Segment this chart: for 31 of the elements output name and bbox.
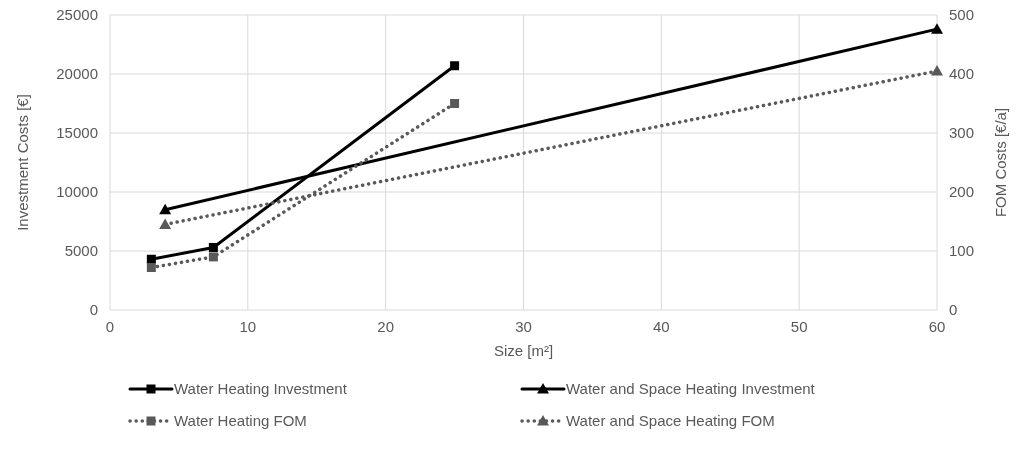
y2-tick-label: 300: [949, 124, 975, 141]
x-tick-label: 60: [928, 318, 946, 335]
x-tick-label: 20: [377, 318, 395, 335]
x-tick-label: 0: [105, 318, 115, 335]
x-tick-label: 50: [790, 318, 808, 335]
point: [146, 263, 156, 273]
y2-tick-label: 400: [949, 65, 975, 82]
y-tick-label: 10000: [56, 183, 98, 200]
x-tick-label: 10: [239, 318, 257, 335]
y2-axis-title: FOM Costs [€/a]: [992, 107, 1009, 218]
legend-label: Water Heating FOM: [174, 412, 307, 429]
y-axis-title: Investment Costs [€]: [14, 94, 31, 231]
y-tick-label: 15000: [56, 124, 98, 141]
y-tick-label: 0: [89, 301, 98, 318]
x-tick-label: 40: [652, 318, 670, 335]
y-tick-label: 20000: [56, 65, 98, 82]
y-tick-label: 5000: [64, 242, 98, 259]
y2-tick-label: 0: [949, 301, 958, 318]
legend-label: Water and Space Heating FOM: [566, 412, 775, 429]
legend-label: Water Heating Investment: [174, 380, 348, 397]
y2-tick-label: 200: [949, 183, 975, 200]
point: [450, 99, 460, 108]
point: [208, 252, 218, 262]
x-axis-title: Size [m²]: [493, 342, 554, 359]
legend-label: Water and Space Heating Investment: [566, 380, 816, 397]
y2-tick-label: 500: [949, 6, 975, 23]
point: [450, 61, 460, 71]
point: [208, 242, 218, 252]
y-tick-label: 25000: [56, 6, 98, 23]
x-tick-label: 30: [515, 318, 532, 335]
y2-tick-label: 100: [949, 242, 975, 259]
